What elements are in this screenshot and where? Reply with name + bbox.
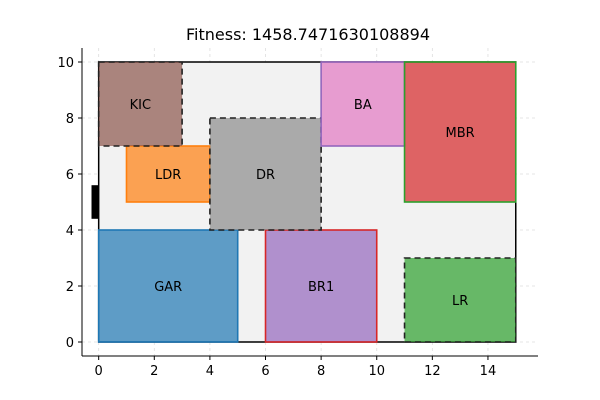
room-kic <box>97 61 183 147</box>
room-mbr <box>403 61 517 203</box>
y-tick-label: 4 <box>66 224 74 239</box>
y-tick-label: 8 <box>66 112 74 127</box>
x-tick-label: 10 <box>368 364 385 379</box>
room-label-lr: LR <box>452 294 468 309</box>
x-tick-label: 8 <box>317 364 325 379</box>
room-gar <box>97 229 239 343</box>
door-marker <box>91 185 99 219</box>
y-tick-label: 6 <box>66 168 74 183</box>
labels-layer: GAR BR1 LR LDR DR KIC BA MBR <box>91 98 475 309</box>
room-label-mbr: MBR <box>446 126 475 141</box>
y-tick-label: 0 <box>66 336 74 351</box>
rooms-layer <box>97 61 517 343</box>
axes: 0 2 4 6 8 10 12 14 0 2 4 6 8 10 <box>57 48 538 379</box>
room-label-ba: BA <box>354 98 372 113</box>
x-tick-label: 14 <box>480 364 497 379</box>
chart-title: Fitness: 1458.7471630108894 <box>186 25 430 44</box>
room-lr <box>403 257 517 343</box>
x-tick-label: 0 <box>95 364 103 379</box>
x-tick-label: 4 <box>206 364 214 379</box>
room-label-kic: KIC <box>130 98 151 113</box>
room-label-dr: DR <box>256 168 275 183</box>
x-tick-label: 12 <box>424 364 441 379</box>
y-tick-label: 2 <box>66 280 74 295</box>
room-label-br1: BR1 <box>308 280 334 295</box>
room-label-ldr: LDR <box>155 168 181 183</box>
room-label-gar: GAR <box>154 280 182 295</box>
room-br1 <box>264 229 378 343</box>
room-dr <box>209 117 322 231</box>
x-tick-label: 6 <box>261 364 269 379</box>
x-tick-label: 2 <box>150 364 158 379</box>
y-tick-label: 10 <box>57 56 74 71</box>
